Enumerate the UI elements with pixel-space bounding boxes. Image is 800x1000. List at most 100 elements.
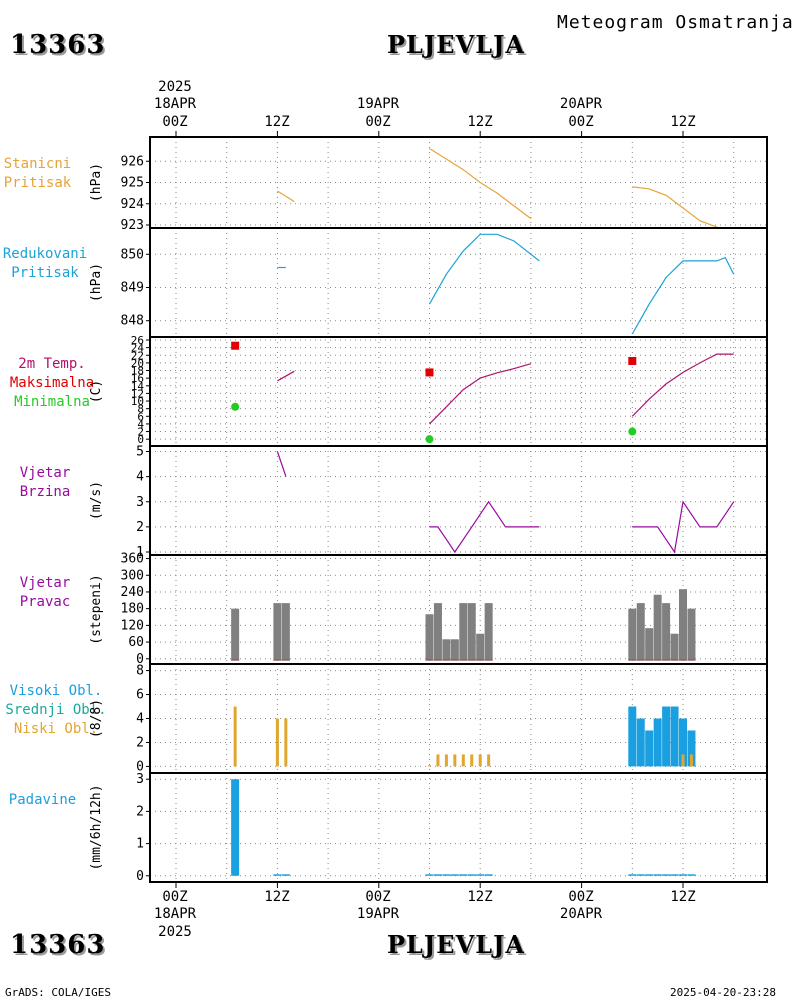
footer-timestamp: 2025-04-20-23:28 bbox=[670, 986, 776, 999]
label-wind-direction: Vjetar Pravac bbox=[19, 575, 71, 610]
label-wind-speed: Vjetar Brzina bbox=[19, 465, 71, 500]
unit-label: (8/8) bbox=[89, 699, 104, 738]
y-tick-label: 925 bbox=[121, 176, 144, 191]
panel-frame-reduced_pressure bbox=[149, 227, 768, 338]
y-tick-label: 0 bbox=[136, 869, 144, 884]
station-id-bottom: 13363 bbox=[10, 930, 106, 960]
wind-dir-bar bbox=[231, 608, 240, 661]
y-tick-label: 6 bbox=[137, 410, 144, 423]
cloud-high-bar bbox=[628, 706, 637, 767]
y-tick-label: 849 bbox=[121, 280, 144, 295]
y-tick-label: 0 bbox=[136, 759, 144, 774]
precip-bar bbox=[670, 874, 679, 876]
bottom-hour-5: 00Z bbox=[568, 889, 594, 905]
cloud-low-bar bbox=[275, 718, 279, 767]
y-tick-label: 850 bbox=[121, 247, 144, 262]
y-tick-label: 4 bbox=[137, 418, 144, 431]
y-tick-label: 3 bbox=[136, 495, 144, 510]
wind-dir-bar bbox=[662, 603, 671, 661]
wind-dir-bar bbox=[281, 603, 290, 661]
unit-label: (hPa) bbox=[89, 263, 104, 302]
y-tick-label: 360 bbox=[121, 552, 144, 567]
station_pressure-line bbox=[429, 147, 532, 220]
precip-bar bbox=[662, 874, 671, 876]
cloud-low-bar bbox=[428, 765, 431, 767]
bottom-hour-4: 12Z bbox=[467, 889, 493, 905]
wind-dir-bar bbox=[459, 603, 468, 661]
precip-bar bbox=[679, 874, 687, 876]
temperature-line bbox=[277, 370, 295, 382]
panel-frame-precipitation bbox=[149, 772, 768, 883]
y-tick-label: 5 bbox=[136, 445, 144, 460]
unit-label: (stepeni) bbox=[89, 574, 104, 644]
unit-label: (mm/6h/12h) bbox=[89, 784, 104, 870]
precip-bar bbox=[636, 874, 645, 876]
cloud-high-bar bbox=[662, 706, 671, 767]
y-tick-label: 120 bbox=[121, 618, 144, 633]
bottom-date-5: 20APR bbox=[559, 906, 603, 922]
y-tick-label: 1 bbox=[136, 545, 144, 560]
label-clouds: Visoki Obl. Srednji Obl. Niski Obl. bbox=[5, 683, 107, 737]
precip-bar bbox=[231, 779, 240, 876]
y-tick-label: 848 bbox=[121, 314, 144, 329]
precip-bar bbox=[628, 874, 637, 876]
precip-bar bbox=[476, 874, 485, 876]
y-tick-label: 0 bbox=[136, 652, 144, 667]
y-tick-label: 24 bbox=[131, 342, 145, 355]
panel-frame-wind_speed bbox=[149, 445, 768, 556]
precip-bar bbox=[687, 874, 696, 876]
reduced_pressure-series bbox=[277, 233, 735, 335]
clouds-series bbox=[233, 706, 696, 767]
y-tick-label: 26 bbox=[131, 334, 144, 347]
unit-label: (m/s) bbox=[89, 481, 104, 520]
bottom-date-1: 18APR bbox=[153, 906, 197, 922]
y-tick-label: 8 bbox=[137, 403, 144, 416]
top-hour-1: 00Z bbox=[162, 114, 188, 130]
y-tick-label: 300 bbox=[121, 568, 144, 583]
reduced_pressure-line bbox=[631, 256, 735, 335]
label-temperature: 2m Temp. Maksimalna Minimalna bbox=[9, 356, 95, 410]
y-tick-label: 8 bbox=[136, 664, 144, 679]
label-reduced-pressure: Redukovani Pritisak bbox=[2, 246, 88, 281]
y-tick-label: 10 bbox=[131, 395, 144, 408]
tmax-marker bbox=[425, 368, 434, 377]
reduced_pressure-line bbox=[428, 233, 540, 305]
wind-dir-bar bbox=[433, 603, 442, 661]
top-hour-4: 12Z bbox=[467, 114, 493, 130]
wind-dir-bar bbox=[273, 603, 282, 661]
wind_speed-line bbox=[429, 500, 540, 554]
cloud-low-bar bbox=[487, 754, 491, 767]
wind_speed-line bbox=[632, 500, 735, 554]
y-tick-label: 60 bbox=[128, 635, 144, 650]
precip-bar bbox=[281, 874, 290, 876]
bottom-hour-2: 12Z bbox=[264, 889, 290, 905]
cloud-low-bar bbox=[284, 718, 288, 767]
tmin-marker bbox=[425, 435, 434, 444]
wind-dir-bar bbox=[645, 628, 654, 661]
wind-dir-bar bbox=[679, 589, 687, 661]
station-id-top: 13363 bbox=[10, 30, 106, 60]
wind-dir-bar bbox=[636, 603, 645, 661]
top-date-3: 19APR bbox=[356, 96, 400, 112]
cloud-low-bar bbox=[461, 754, 465, 767]
wind-dir-bar bbox=[442, 639, 451, 661]
unit-label: (C) bbox=[89, 380, 104, 403]
precip-bar bbox=[433, 874, 442, 876]
y-tick-label: 20 bbox=[131, 357, 144, 370]
wind-dir-bar bbox=[628, 608, 637, 661]
top-hour-3: 00Z bbox=[365, 114, 391, 130]
precip-bar bbox=[442, 874, 451, 876]
precip-bar bbox=[450, 874, 459, 876]
cloud-low-bar bbox=[444, 754, 448, 767]
precipitation-series bbox=[231, 779, 696, 876]
precip-bar bbox=[467, 874, 476, 876]
top-year: 2025 bbox=[158, 79, 192, 95]
wind-dir-bar bbox=[687, 608, 696, 661]
top-hour-6: 12Z bbox=[670, 114, 696, 130]
label-station-pressure: Stanicni Pritisak bbox=[3, 156, 72, 191]
cloud-high-bar bbox=[679, 718, 687, 767]
footer-credit: GrADS: COLA/IGES bbox=[5, 986, 111, 999]
meteogram-title: Meteogram Osmatranja bbox=[557, 12, 794, 33]
top-hour-2: 12Z bbox=[264, 114, 290, 130]
